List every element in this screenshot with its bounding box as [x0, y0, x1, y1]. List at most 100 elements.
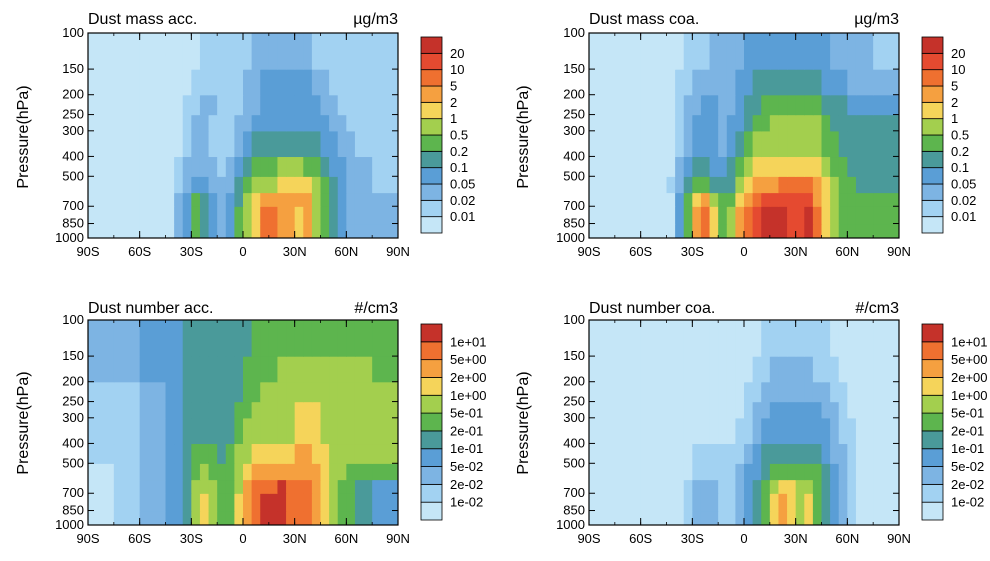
contour-cell [372, 381, 398, 403]
contour-cell [320, 114, 330, 132]
contour-cell [675, 493, 685, 512]
y-tick-label: 850 [62, 503, 84, 518]
contour-cell [700, 192, 711, 207]
contour-cell [294, 69, 304, 96]
contour-cell [234, 417, 244, 445]
colorbar-label: 2e-02 [450, 477, 483, 492]
colorbar-label: 10 [450, 62, 464, 77]
contour-cell [666, 176, 676, 194]
contour-cell [795, 493, 805, 512]
contour-cell [174, 156, 184, 177]
contour-cell [372, 320, 398, 357]
contour-cell [744, 192, 754, 207]
contour-cell [372, 443, 398, 464]
panel-title-dust-number-acc: Dust number acc. [88, 300, 213, 317]
contour-cell [277, 356, 287, 383]
contour-cell [251, 320, 261, 357]
contour-cell [830, 443, 840, 464]
contour-cell [277, 94, 287, 116]
y-tick-label: 300 [563, 410, 585, 425]
contour-cell [346, 176, 356, 194]
contour-cell [346, 130, 356, 158]
contour-cell [139, 94, 167, 116]
contour-cell [165, 33, 175, 70]
contour-cell [855, 33, 874, 70]
contour-cell [778, 156, 788, 177]
contour-cell [268, 381, 279, 403]
contour-cell [873, 94, 899, 116]
contour-cell [268, 69, 279, 96]
contour-cell [354, 206, 373, 225]
contour-cell [761, 94, 771, 116]
contour-cell [311, 156, 322, 177]
contour-cell [354, 510, 373, 525]
contour-cell [294, 94, 304, 116]
contour-cell [838, 176, 848, 194]
contour-cell [761, 206, 771, 225]
contour-cell [251, 479, 261, 494]
contour-cell [700, 33, 711, 70]
contour-cell [709, 320, 719, 357]
contour-cell [191, 479, 201, 494]
contour-cell [191, 320, 201, 357]
contour-cell [251, 356, 261, 383]
contour-cell [692, 156, 702, 177]
contour-cell [795, 114, 805, 132]
contour-cell [329, 463, 339, 481]
contour-cell [199, 356, 210, 383]
contour-cell [174, 510, 184, 525]
contour-cell [761, 417, 771, 445]
contour-cell [208, 463, 218, 481]
contour-cell [787, 206, 797, 225]
contour-cell [830, 417, 840, 445]
contour-cell [735, 69, 745, 96]
contour-cell [847, 320, 857, 357]
contour-cell [268, 463, 279, 481]
contour-cell [812, 176, 823, 194]
contour-cell [294, 417, 304, 445]
contour-cell [268, 94, 279, 116]
contour-cell [337, 381, 347, 403]
contour-cell [838, 463, 848, 481]
y-tick-label: 700 [563, 485, 585, 500]
contour-cell [372, 94, 398, 116]
y-tick-label: 1000 [55, 517, 84, 532]
contour-cell [234, 33, 244, 70]
contour-cell [666, 401, 676, 419]
contour-cell [752, 94, 762, 116]
contour-cell [744, 33, 754, 70]
colorbar-swatch [420, 134, 443, 152]
contour-cell [268, 192, 279, 207]
contour-cell [199, 479, 210, 494]
y-tick-label: 700 [62, 485, 84, 500]
contour-cell [787, 381, 797, 403]
contour-cell [795, 381, 805, 403]
contour-cell [217, 493, 227, 512]
contour-cell [812, 33, 823, 70]
contour-cell [346, 510, 356, 525]
contour-cell [761, 69, 771, 96]
contour-cell [182, 130, 192, 158]
contour-cell [812, 114, 823, 132]
colorbar-label: 5e-01 [951, 406, 984, 421]
contour-cell [225, 381, 235, 403]
contour-cell [329, 192, 339, 207]
contour-cell [234, 192, 244, 207]
x-tick-label: 60S [128, 244, 151, 259]
y-tick-label: 150 [563, 61, 585, 76]
contour-cell [855, 381, 874, 403]
contour-cell [191, 176, 201, 194]
contour-cell [769, 356, 780, 383]
contour-cell [614, 510, 642, 525]
contour-cell [795, 417, 805, 445]
contour-cell [726, 176, 736, 194]
contour-cell [243, 510, 253, 525]
contour-cell [752, 479, 762, 494]
contour-field-dust-mass-acc [88, 33, 398, 238]
contour-cell [640, 223, 668, 238]
contour-cell [847, 510, 857, 525]
contour-cell [589, 130, 616, 158]
contour-cell [88, 443, 115, 464]
contour-cell [199, 69, 210, 96]
